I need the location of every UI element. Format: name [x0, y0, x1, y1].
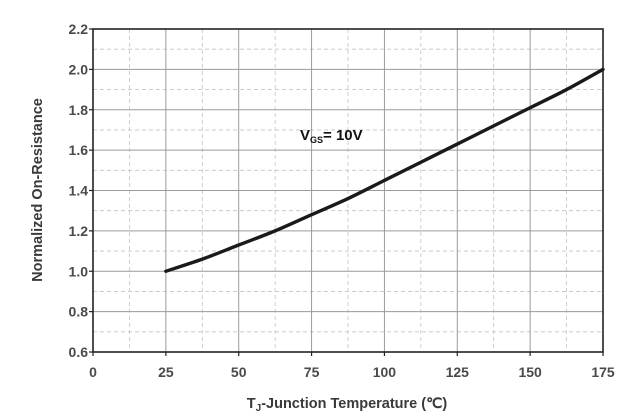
y-axis-title: Normalized On-Resistance: [30, 98, 46, 282]
y-tick-label: 1.4: [69, 183, 89, 199]
x-axis-title: TJ-Junction Temperature (℃): [247, 396, 448, 414]
annotation-vgs: VGS= 10V: [300, 127, 363, 145]
annotation-main: V: [300, 127, 310, 144]
y-tick-label: 1.6: [69, 142, 89, 158]
y-tick-label: 2.2: [69, 21, 89, 37]
y-tick-label: 1.2: [69, 223, 89, 239]
y-tick-label: 0.6: [69, 344, 89, 360]
y-tick-label: 1.8: [69, 102, 89, 118]
x-tick-label: 25: [158, 364, 174, 380]
x-axis-title-subscript: J: [256, 403, 262, 414]
y-tick-label: 2.0: [69, 61, 89, 77]
x-tick-labels: 0 25 50 75 100 125 150 175: [89, 352, 615, 380]
grid: [92, 28, 604, 353]
x-tick-label: 150: [518, 364, 542, 380]
x-axis-title-main: T: [247, 396, 256, 412]
series-line-group: [164, 67, 605, 273]
x-tick-label: 75: [304, 364, 320, 380]
x-tick-label: 175: [591, 364, 615, 380]
annotation-rest: = 10V: [323, 127, 363, 144]
x-tick-label: 50: [231, 364, 247, 380]
y-tick-label: 0.8: [69, 304, 89, 320]
annotation-subscript: GS: [310, 135, 323, 145]
y-tick-label: 1.0: [69, 263, 89, 279]
x-axis-title-rest: -Junction Temperature (℃): [261, 396, 447, 412]
x-tick-label: 125: [446, 364, 470, 380]
x-tick-label: 100: [373, 364, 397, 380]
y-tick-labels: 0.6 0.8 1.0 1.2 1.4 1.6 1.8 2.0 2.2: [69, 21, 93, 360]
series-line: [164, 67, 605, 273]
x-tick-label: 0: [89, 364, 97, 380]
